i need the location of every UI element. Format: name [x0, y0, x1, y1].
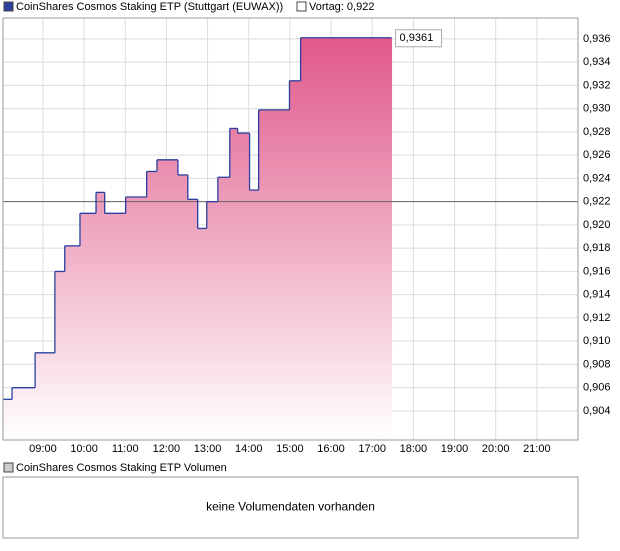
x-tick-label: 21:00 [523, 443, 551, 455]
y-tick-label: 0,914 [583, 289, 611, 301]
x-tick-label: 12:00 [153, 443, 181, 455]
area-step [3, 399, 13, 440]
area-step [96, 192, 106, 440]
area-step [187, 199, 199, 440]
y-tick-label: 0,920 [583, 219, 611, 231]
y-tick-label: 0,908 [583, 358, 611, 370]
y-tick-label: 0,928 [583, 126, 611, 138]
area-step [300, 37, 393, 440]
area-step [35, 352, 56, 440]
y-tick-label: 0,932 [583, 79, 611, 91]
area-step [217, 177, 231, 440]
area-step [197, 228, 208, 440]
y-tick-label: 0,904 [583, 405, 611, 417]
no-data-message: keine Volumendaten vorhanden [206, 500, 375, 514]
area-step [177, 174, 189, 441]
x-tick-label: 17:00 [358, 443, 386, 455]
plot-frame [2, 17, 579, 441]
volume-panel [2, 476, 579, 539]
x-tick-label: 10:00 [70, 443, 98, 455]
x-tick-label: 14:00 [235, 443, 263, 455]
y-tick-label: 0,922 [583, 196, 611, 208]
y-tick-label: 0,934 [583, 56, 611, 68]
area-step [104, 213, 127, 440]
area-step [249, 190, 260, 440]
legend-swatch [3, 462, 14, 473]
y-tick-label: 0,924 [583, 172, 611, 184]
y-tick-label: 0,936 [583, 33, 611, 45]
x-tick-label: 13:00 [194, 443, 222, 455]
area-step [64, 245, 81, 440]
y-tick-label: 0,910 [583, 335, 611, 347]
area-step [12, 387, 36, 440]
volume-title: CoinShares Cosmos Staking ETP Volumen [16, 462, 227, 474]
x-tick-label: 15:00 [276, 443, 304, 455]
x-tick-label: 16:00 [317, 443, 345, 455]
area-step [79, 213, 97, 440]
legend-swatch [3, 1, 14, 12]
plot-area [3, 18, 578, 441]
area-step [146, 171, 158, 441]
area-step [125, 197, 148, 440]
y-tick-label: 0,918 [583, 242, 611, 254]
y-tick-label: 0,930 [583, 103, 611, 115]
area-step [258, 109, 290, 441]
area-step [229, 128, 239, 440]
value-label-box [395, 29, 443, 48]
x-tick-label: 19:00 [441, 443, 469, 455]
x-tick-label: 18:00 [400, 443, 428, 455]
area-step [289, 80, 302, 441]
reference-legend-label: Vortag: 0,922 [309, 1, 374, 13]
value-label: 0,9361 [400, 32, 434, 44]
area-step [237, 133, 251, 440]
x-tick-label: 20:00 [482, 443, 510, 455]
area-step [206, 201, 219, 440]
legend-swatch [296, 1, 307, 12]
x-tick-label: 11:00 [112, 443, 139, 455]
x-tick-label: 09:00 [29, 443, 57, 455]
y-tick-label: 0,916 [583, 265, 611, 277]
area-step [54, 271, 66, 440]
legend-label: CoinShares Cosmos Staking ETP (Stuttgart… [16, 1, 283, 13]
y-tick-label: 0,912 [583, 312, 611, 324]
y-tick-label: 0,906 [583, 382, 611, 394]
area-step [156, 159, 179, 440]
y-tick-label: 0,926 [583, 149, 611, 161]
